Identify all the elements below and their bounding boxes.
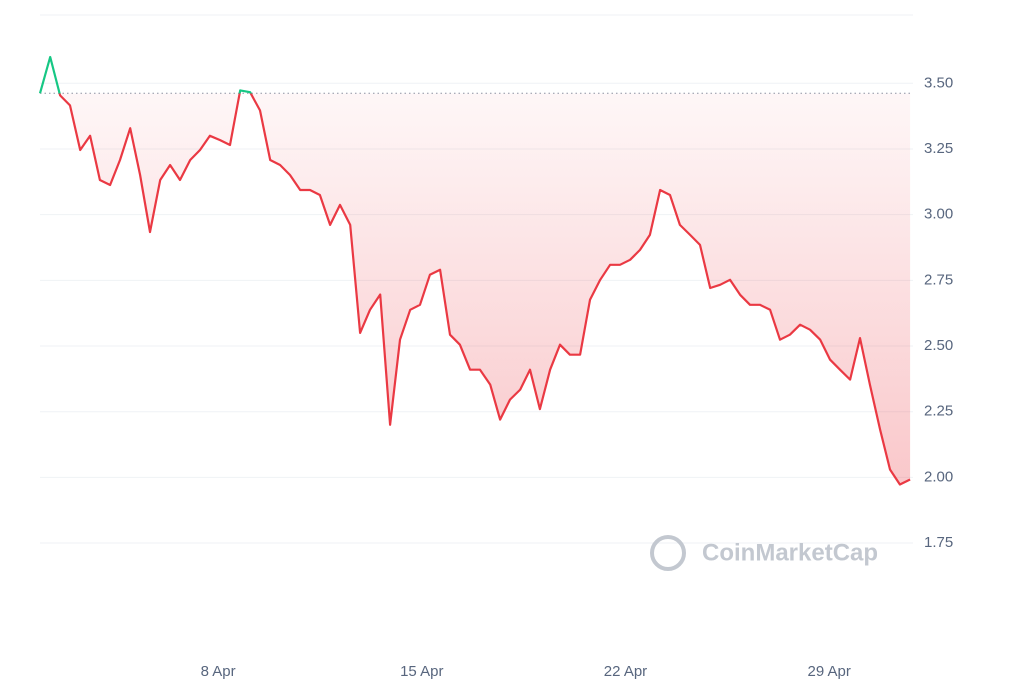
x-tick-label: 15 Apr <box>400 663 443 680</box>
y-tick-label: 2.25 <box>924 403 953 420</box>
watermark: CoinMarketCap <box>702 539 878 566</box>
x-tick-label: 8 Apr <box>201 663 236 680</box>
y-tick-label: 1.75 <box>924 534 953 551</box>
y-tick-label: 2.50 <box>924 337 953 354</box>
x-tick-label: 22 Apr <box>604 663 647 680</box>
price-line <box>38 55 911 486</box>
watermark-group: CoinMarketCap <box>650 535 878 571</box>
y-tick-label: 3.25 <box>924 140 953 157</box>
x-tick-label: 29 Apr <box>808 663 851 680</box>
y-tick-label: 2.00 <box>924 468 953 485</box>
area <box>40 93 911 485</box>
y-tick-label: 3.50 <box>924 74 953 91</box>
y-tick-label: 3.00 <box>924 206 953 223</box>
watermark-logo <box>650 535 686 571</box>
y-tick-label: 2.75 <box>924 271 953 288</box>
